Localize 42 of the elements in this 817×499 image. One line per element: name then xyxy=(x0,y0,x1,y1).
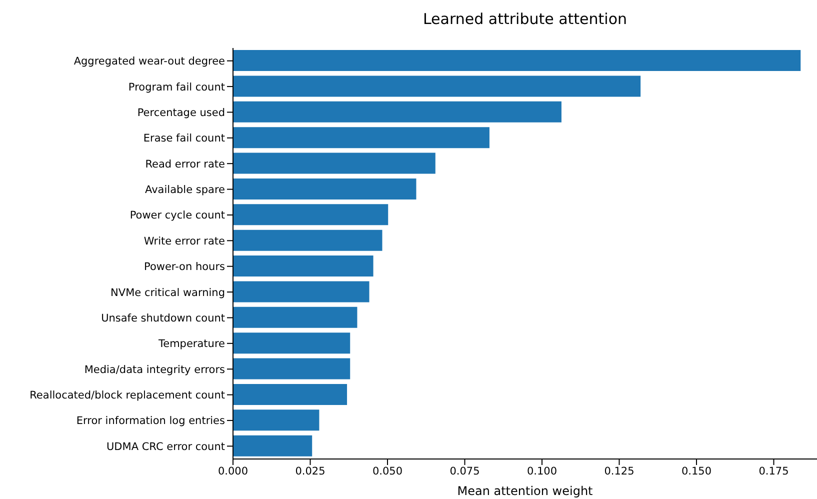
y-tick-label: Reallocated/block replacement count xyxy=(30,390,225,402)
y-tick-label: Aggregated wear-out degree xyxy=(74,56,225,68)
bar xyxy=(233,281,370,302)
bar xyxy=(233,50,801,71)
y-tick-label: Program fail count xyxy=(128,81,225,94)
bar xyxy=(233,230,382,251)
x-tick-label: 0.175 xyxy=(758,465,789,478)
y-tick-label: Power-on hours xyxy=(144,261,225,274)
x-axis-title: Mean attention weight xyxy=(457,484,594,498)
x-tick-label: 0.150 xyxy=(681,465,712,478)
bar xyxy=(233,410,320,431)
x-tick-label: 0.125 xyxy=(604,465,634,478)
bar xyxy=(233,384,348,405)
bar xyxy=(233,101,562,122)
x-tick-label: 0.075 xyxy=(450,465,480,478)
x-tick-label: 0.050 xyxy=(372,465,403,478)
y-tick-label: Percentage used xyxy=(137,106,225,119)
x-tick-label: 0.100 xyxy=(526,465,558,478)
bar xyxy=(233,435,312,456)
chart-title: Learned attribute attention xyxy=(422,10,628,28)
bar xyxy=(233,306,358,328)
y-tick-label: Write error rate xyxy=(144,235,225,248)
bar xyxy=(233,152,436,174)
bar xyxy=(233,358,350,380)
bar xyxy=(233,332,350,354)
x-tick-label: 0.000 xyxy=(218,465,248,478)
x-tick-label: 0.025 xyxy=(295,465,326,478)
bar xyxy=(233,256,374,276)
bar xyxy=(233,178,416,200)
y-tick-label: Read error rate xyxy=(145,158,225,170)
bar xyxy=(233,204,388,226)
y-tick-label: NVMe critical warning xyxy=(110,286,225,299)
y-tick-label: Available spare xyxy=(145,184,225,196)
y-tick-label: UDMA CRC error count xyxy=(106,440,225,453)
bar xyxy=(233,76,641,97)
y-tick-label: Power cycle count xyxy=(130,210,225,222)
y-tick-label: Media/data integrity errors xyxy=(84,364,225,376)
y-tick-label: Temperature xyxy=(157,338,225,350)
y-tick-label: Unsafe shutdown count xyxy=(101,312,225,324)
y-tick-label: Erase fail count xyxy=(143,132,225,145)
y-tick-label: Error information log entries xyxy=(76,415,225,428)
bar xyxy=(233,127,490,148)
